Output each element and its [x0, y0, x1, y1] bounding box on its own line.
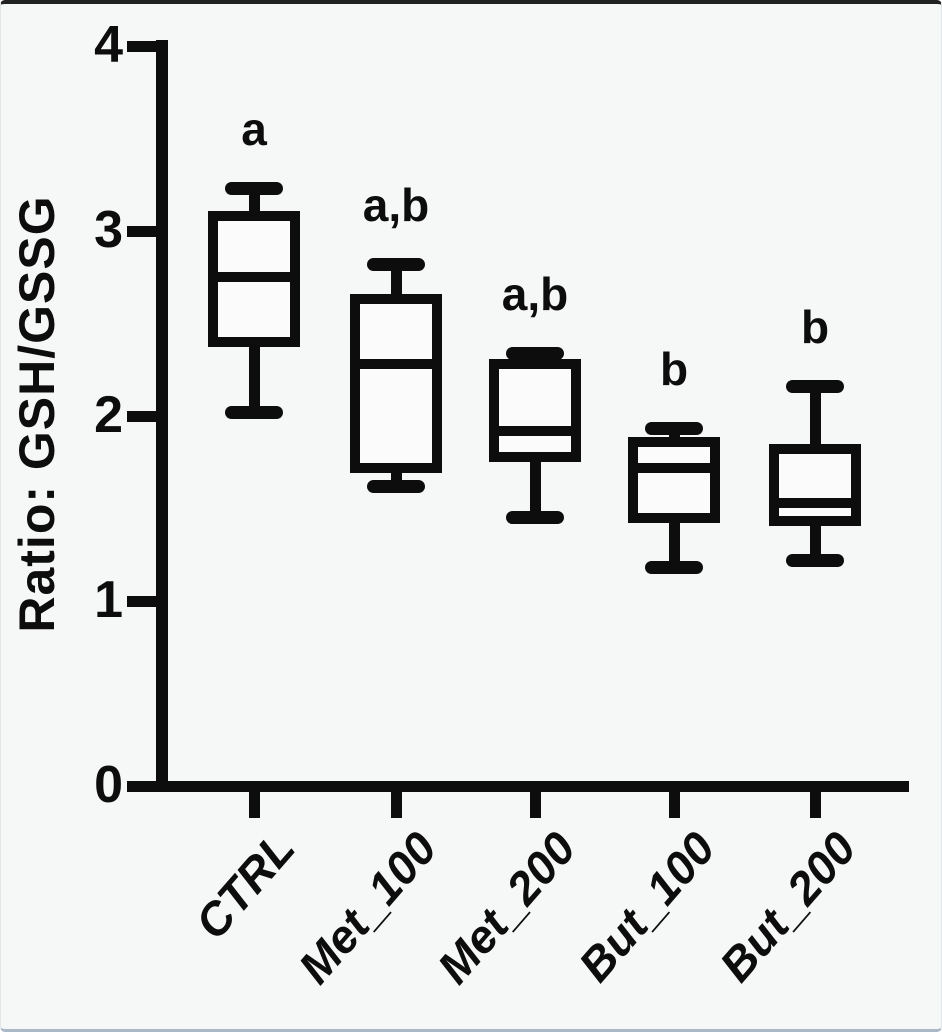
median-line [769, 497, 861, 508]
y-axis-tick [127, 781, 158, 792]
lower-whisker-cap [506, 511, 564, 525]
x-category-label: Met_100 [288, 822, 447, 994]
lower-whisker-cap [645, 561, 703, 575]
median-line [208, 272, 300, 283]
significance-letter: b [800, 300, 830, 353]
lower-whisker-cap [225, 405, 283, 419]
box-iqr [350, 294, 442, 473]
x-category-label: But_200 [709, 822, 866, 992]
lower-whisker-cap [786, 553, 844, 567]
lower-whisker-cap [367, 479, 425, 493]
lower-whisker [669, 517, 680, 568]
y-tick-label: 2 [94, 385, 123, 444]
lower-whisker [391, 467, 402, 487]
upper-whisker-cap [645, 422, 703, 436]
median-line [628, 462, 720, 473]
y-tick-label: 0 [94, 755, 123, 814]
upper-whisker [810, 386, 821, 450]
upper-whisker [669, 428, 680, 442]
lower-whisker [810, 521, 821, 561]
y-axis-tick [127, 226, 158, 237]
y-axis-tick [127, 411, 158, 422]
x-category-label: Met_200 [427, 822, 586, 994]
upper-whisker [391, 264, 402, 300]
y-axis-line [156, 40, 168, 791]
boxplot-canvas: Ratio: GSH/GSSG 0 1 2 3 4 CTRL Met_100 Met_200 B… [1, 4, 941, 1029]
upper-whisker-cap [786, 379, 844, 393]
lower-whisker [249, 342, 260, 413]
x-axis-tick [669, 782, 680, 818]
y-axis-tick [127, 596, 158, 607]
upper-whisker-cap [225, 181, 283, 195]
box-iqr [769, 444, 861, 527]
upper-whisker-cap [506, 346, 564, 360]
x-category-label: But_100 [568, 822, 725, 992]
y-tick-label: 3 [94, 200, 123, 259]
box-iqr [489, 359, 581, 462]
median-line [350, 359, 442, 370]
y-tick-label: 1 [94, 570, 123, 629]
x-axis-tick [810, 782, 821, 818]
significance-letter: a,b [501, 267, 569, 320]
box-iqr [628, 436, 720, 523]
significance-letter: a,b [362, 178, 430, 231]
y-axis-title: Ratio: GSH/GSSG [9, 195, 65, 633]
x-axis-tick [391, 782, 402, 818]
lower-whisker [530, 456, 541, 518]
upper-whisker-cap [367, 257, 425, 271]
significance-letter: a [241, 102, 267, 155]
x-axis-tick [530, 782, 541, 818]
y-tick-label: 4 [94, 15, 123, 74]
x-category-label: CTRL [185, 822, 305, 949]
significance-letter: b [659, 343, 689, 396]
x-axis-tick [249, 782, 260, 818]
y-axis-tick [127, 41, 158, 52]
median-line [489, 425, 581, 436]
upper-whisker [249, 188, 260, 217]
